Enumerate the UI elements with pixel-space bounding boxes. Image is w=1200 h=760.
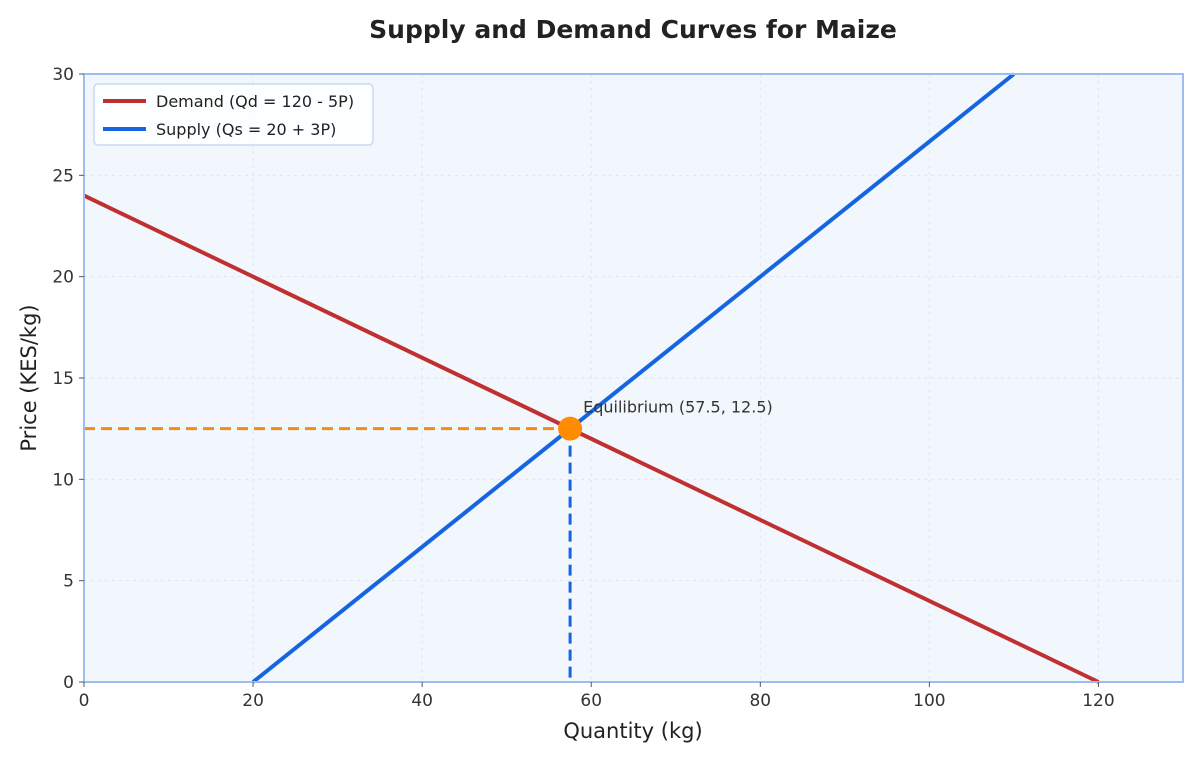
supply-line <box>251 72 1016 684</box>
series <box>83 72 1100 684</box>
legend-box <box>93 83 374 146</box>
x-tick-label: 60 <box>580 691 602 711</box>
ticks: 0 20 40 60 80 100 120 0 5 10 15 20 25 30 <box>52 65 1114 711</box>
x-tick-label: 80 <box>749 691 771 711</box>
legend-label-supply: Supply (Qs = 20 + 3P) <box>156 120 336 139</box>
y-tick-label: 10 <box>52 470 74 490</box>
y-tick-label: 5 <box>63 572 74 592</box>
x-tick-label: 20 <box>242 691 264 711</box>
demand-line <box>83 193 1100 684</box>
equilibrium-guides <box>84 427 572 682</box>
legend-label-demand: Demand (Qd = 120 - 5P) <box>156 92 354 111</box>
y-tick-label: 30 <box>52 65 74 85</box>
x-tick-label: 100 <box>913 691 945 711</box>
y-axis-label: Price (KES/kg) <box>17 304 41 451</box>
y-tick-label: 25 <box>52 166 74 186</box>
y-tick-label: 20 <box>52 268 74 288</box>
x-axis-label: Quantity (kg) <box>563 719 702 743</box>
x-tick-label: 0 <box>79 691 90 711</box>
y-tick-label: 15 <box>52 369 74 389</box>
x-tick-label: 120 <box>1082 691 1114 711</box>
legend: Demand (Qd = 120 - 5P) Supply (Qs = 20 + … <box>93 83 374 146</box>
equilibrium-point <box>558 416 583 441</box>
chart-title: Supply and Demand Curves for Maize <box>369 15 897 44</box>
equilibrium-marker-group: Equilibrium (57.5, 12.5) <box>558 398 773 441</box>
x-tick-label: 40 <box>411 691 433 711</box>
equilibrium-label: Equilibrium (57.5, 12.5) <box>583 398 773 417</box>
y-tick-label: 0 <box>63 673 74 693</box>
